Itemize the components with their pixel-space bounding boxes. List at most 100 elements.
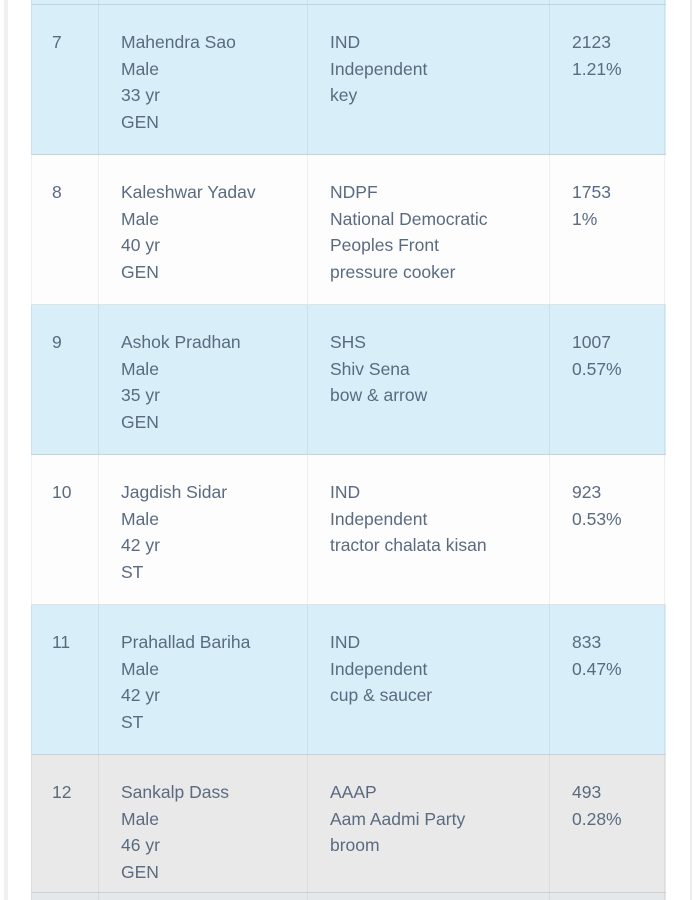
votes-percent: 0.28% [572,808,622,829]
votes-count: 923 [572,482,602,502]
candidate-row: 9 Ashok Pradhan Male 35 yr GEN SHS Shiv … [31,305,666,455]
rank-cell: 9 [32,305,99,454]
next-row-candidate-cell [99,893,308,900]
candidate-cell: Sankalp Dass Male 46 yr GEN [99,755,308,892]
candidate-gender: Male [121,808,159,829]
votes-count: 1007 [572,332,611,352]
candidate-name: Mahendra Sao [121,32,236,52]
candidates-table: 7 Mahendra Sao Male 33 yr GEN IND Indepe… [31,0,666,900]
candidate-row: 12 Sankalp Dass Male 46 yr GEN AAAP Aam … [31,755,666,893]
votes-count: 833 [572,632,602,652]
party-name: Independent [330,508,428,529]
candidate-row: 10 Jagdish Sidar Male 42 yr ST IND Indep… [31,455,666,605]
party-symbol: bow & arrow [330,385,428,406]
candidate-rank: 9 [52,332,62,352]
rank-cell: 8 [32,155,99,304]
party-name: Independent [330,58,428,79]
votes-count: 2123 [572,32,611,52]
next-row-votes-cell [550,893,665,900]
candidate-rank: 10 [52,482,72,502]
candidate-rank: 11 [52,632,71,652]
rank-cell: 7 [32,5,99,154]
candidate-cell: Kaleshwar Yadav Male 40 yr GEN [99,155,308,304]
next-row-party-cell [308,893,550,900]
previous-row-party-cell [308,0,550,4]
party-name: Independent [330,658,428,679]
candidate-gender: Male [121,58,159,79]
party-symbol: key [330,85,358,106]
candidate-name: Ashok Pradhan [121,332,241,352]
votes-cell: 2123 1.21% [550,5,665,154]
candidate-gender: Male [121,658,159,679]
votes-count: 493 [572,782,602,802]
table-body: 7 Mahendra Sao Male 33 yr GEN IND Indepe… [31,5,666,893]
votes-percent: 0.47% [572,658,622,679]
previous-row-candidate-cell [99,0,308,4]
candidate-rank: 7 [52,32,62,52]
candidate-cell: Prahallad Bariha Male 42 yr ST [99,605,308,754]
candidate-gender: Male [121,208,159,229]
candidate-age: 33 yr [121,85,160,106]
party-symbol: cup & saucer [330,685,433,706]
votes-count: 1753 [572,182,611,202]
party-abbreviation: NDPF [330,182,378,202]
candidate-category: GEN [121,111,159,132]
candidate-cell: Jagdish Sidar Male 42 yr ST [99,455,308,604]
candidate-age: 46 yr [121,835,160,856]
votes-percent: 1% [572,208,598,229]
party-name: Shiv Sena [330,358,410,379]
previous-row-votes-cell [550,0,665,4]
party-abbreviation: AAAP [330,782,377,802]
candidate-category: ST [121,711,144,732]
candidate-row: 8 Kaleshwar Yadav Male 40 yr GEN NDPF Na… [31,155,666,305]
party-name: National Democratic Peoples Front [330,208,488,256]
party-abbreviation: SHS [330,332,366,352]
votes-cell: 493 0.28% [550,755,665,892]
party-cell: IND Independent cup & saucer [308,605,550,754]
candidate-category: GEN [121,861,159,882]
candidate-rank: 8 [52,182,62,202]
candidate-row: 11 Prahallad Bariha Male 42 yr ST IND In… [31,605,666,755]
party-abbreviation: IND [330,32,361,52]
rank-cell: 12 [32,755,99,892]
candidate-name: Prahallad Bariha [121,632,251,652]
candidate-cell: Ashok Pradhan Male 35 yr GEN [99,305,308,454]
candidate-cell: Mahendra Sao Male 33 yr GEN [99,5,308,154]
candidate-category: ST [121,561,144,582]
candidate-age: 35 yr [121,385,160,406]
candidate-age: 42 yr [121,685,160,706]
party-symbol: broom [330,835,380,856]
candidate-gender: Male [121,358,159,379]
rank-cell: 11 [32,605,99,754]
page-left-edge [4,0,8,900]
previous-row-partial [31,0,666,5]
candidate-name: Kaleshwar Yadav [121,182,256,202]
votes-cell: 923 0.53% [550,455,665,604]
candidate-category: GEN [121,261,159,282]
party-symbol: tractor chalata kisan [330,535,487,556]
party-cell: IND Independent tractor chalata kisan [308,455,550,604]
party-abbreviation: IND [330,632,361,652]
votes-cell: 1753 1% [550,155,665,304]
votes-percent: 0.53% [572,508,622,529]
party-cell: SHS Shiv Sena bow & arrow [308,305,550,454]
page-right-edge [690,0,692,900]
candidate-rank: 12 [52,782,72,802]
party-cell: AAAP Aam Aadmi Party broom [308,755,550,892]
candidate-name: Jagdish Sidar [121,482,228,502]
next-row-rank-cell [32,893,99,900]
votes-cell: 833 0.47% [550,605,665,754]
votes-percent: 1.21% [572,58,622,79]
candidate-row: 7 Mahendra Sao Male 33 yr GEN IND Indepe… [31,5,666,155]
votes-percent: 0.57% [572,358,622,379]
party-abbreviation: IND [330,482,361,502]
party-symbol: pressure cooker [330,261,456,282]
candidate-age: 42 yr [121,535,160,556]
previous-row-rank-cell [32,0,99,4]
next-row-partial [31,893,666,900]
votes-cell: 1007 0.57% [550,305,665,454]
party-cell: IND Independent key [308,5,550,154]
party-name: Aam Aadmi Party [330,808,466,829]
party-cell: NDPF National Democratic Peoples Front p… [308,155,550,304]
candidate-gender: Male [121,508,159,529]
